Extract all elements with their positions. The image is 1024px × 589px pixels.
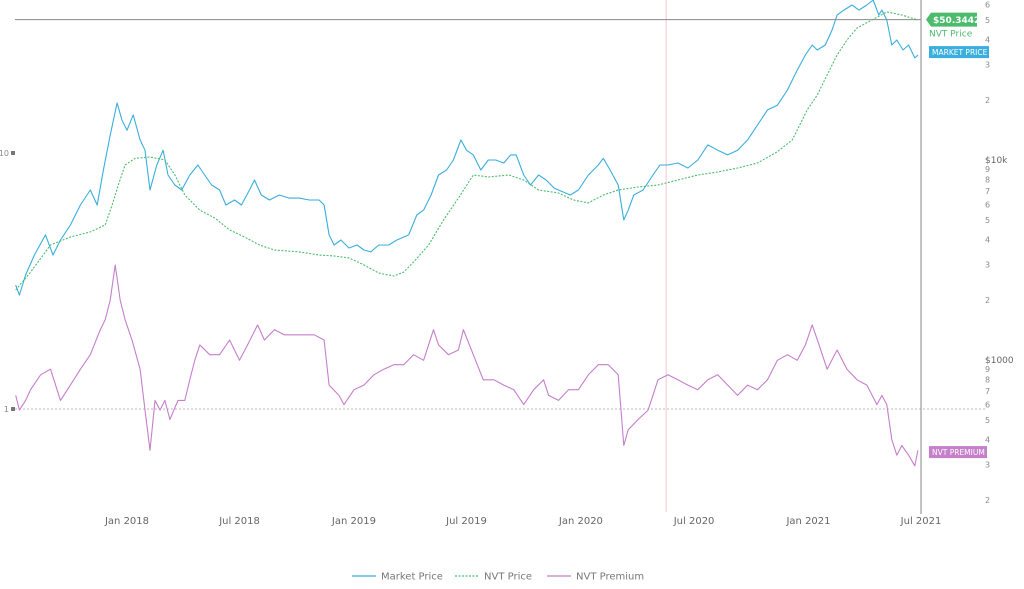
right-tick-label: 8 (985, 175, 990, 184)
legend-label: NVT Price (484, 572, 532, 583)
x-tick-label: Jul 2018 (218, 516, 260, 527)
legend-label: Market Price (381, 572, 443, 583)
right-tick-label: 3 (985, 461, 990, 470)
nvt-premium-tag-label: NVT PREMIUM (932, 448, 985, 457)
right-tick-label: 5 (985, 216, 990, 225)
x-tick-label: Jul 2019 (445, 516, 487, 527)
market-price-tag (929, 46, 989, 59)
x-axis: Jan 2018 Jul 2018 Jan 2019 Jul 2019 Jan 2020… (104, 516, 941, 527)
nvt-premium-tag (929, 446, 987, 459)
right-tick-label: 4 (985, 236, 990, 245)
x-tick-label: Jul 2020 (673, 516, 715, 527)
crosshair-series-label: NVT Price (929, 30, 973, 40)
left-tick-label: 10 (0, 149, 9, 158)
right-tick-label: 4 (985, 36, 990, 45)
left-tick-marker (11, 407, 15, 411)
right-tick-label: 7 (985, 387, 990, 396)
right-tick-label: 2 (985, 296, 990, 305)
right-tick-label: 3 (985, 61, 990, 70)
crosshair: $50.3442k NVT Price (15, 0, 987, 514)
series-line-market-price (15, 0, 919, 296)
legend-item-nvt-price[interactable]: NVT Price (455, 572, 532, 583)
series-group (15, 0, 919, 467)
right-tick-label: 7 (985, 187, 990, 196)
right-tick-label: 9 (985, 365, 990, 374)
right-tick-label: 6 (985, 0, 990, 9)
right-tick-label: $10k (985, 156, 1008, 166)
series-line-nvt-price (15, 11, 919, 291)
right-tick-label: 9 (985, 165, 990, 174)
right-tick-label: 4 (985, 436, 990, 445)
x-tick-label: Jan 2020 (558, 516, 603, 527)
legend-label: NVT Premium (576, 572, 644, 583)
crosshair-value-tag (926, 12, 978, 27)
right-tick-label: 2 (985, 496, 990, 505)
right-tick-label: 5 (985, 416, 990, 425)
right-tick-label: 6 (985, 400, 990, 409)
legend-item-market-price[interactable]: Market Price (352, 572, 443, 583)
right-tick-label: 2 (985, 96, 990, 105)
legend-item-nvt-premium[interactable]: NVT Premium (547, 572, 644, 583)
crosshair-value-label: $50.3442k (933, 16, 987, 26)
series-line-nvt-premium (15, 264, 919, 467)
series-tags: MARKET PRICE NVT PREMIUM (929, 46, 989, 459)
right-tick-label: 8 (985, 375, 990, 384)
x-tick-label: Jan 2019 (331, 516, 376, 527)
right-tick-label: 3 (985, 261, 990, 270)
left-tick-label: 1 (4, 405, 9, 414)
right-tick-label: $1000 (985, 356, 1014, 366)
market-price-tag-label: MARKET PRICE (932, 48, 988, 57)
right-tick-label: 5 (985, 16, 990, 25)
x-tick-label: Jul 2021 (900, 516, 942, 527)
left-axis: 10 1 (0, 149, 15, 414)
x-tick-label: Jan 2018 (104, 516, 149, 527)
x-tick-label: Jan 2021 (785, 516, 830, 527)
legend[interactable]: Market Price NVT Price NVT Premium (352, 572, 644, 583)
right-tick-label: 6 (985, 200, 990, 209)
left-tick-marker (11, 151, 15, 155)
